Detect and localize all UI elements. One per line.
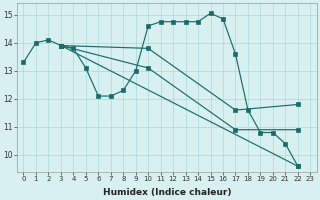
X-axis label: Humidex (Indice chaleur): Humidex (Indice chaleur) (103, 188, 231, 197)
